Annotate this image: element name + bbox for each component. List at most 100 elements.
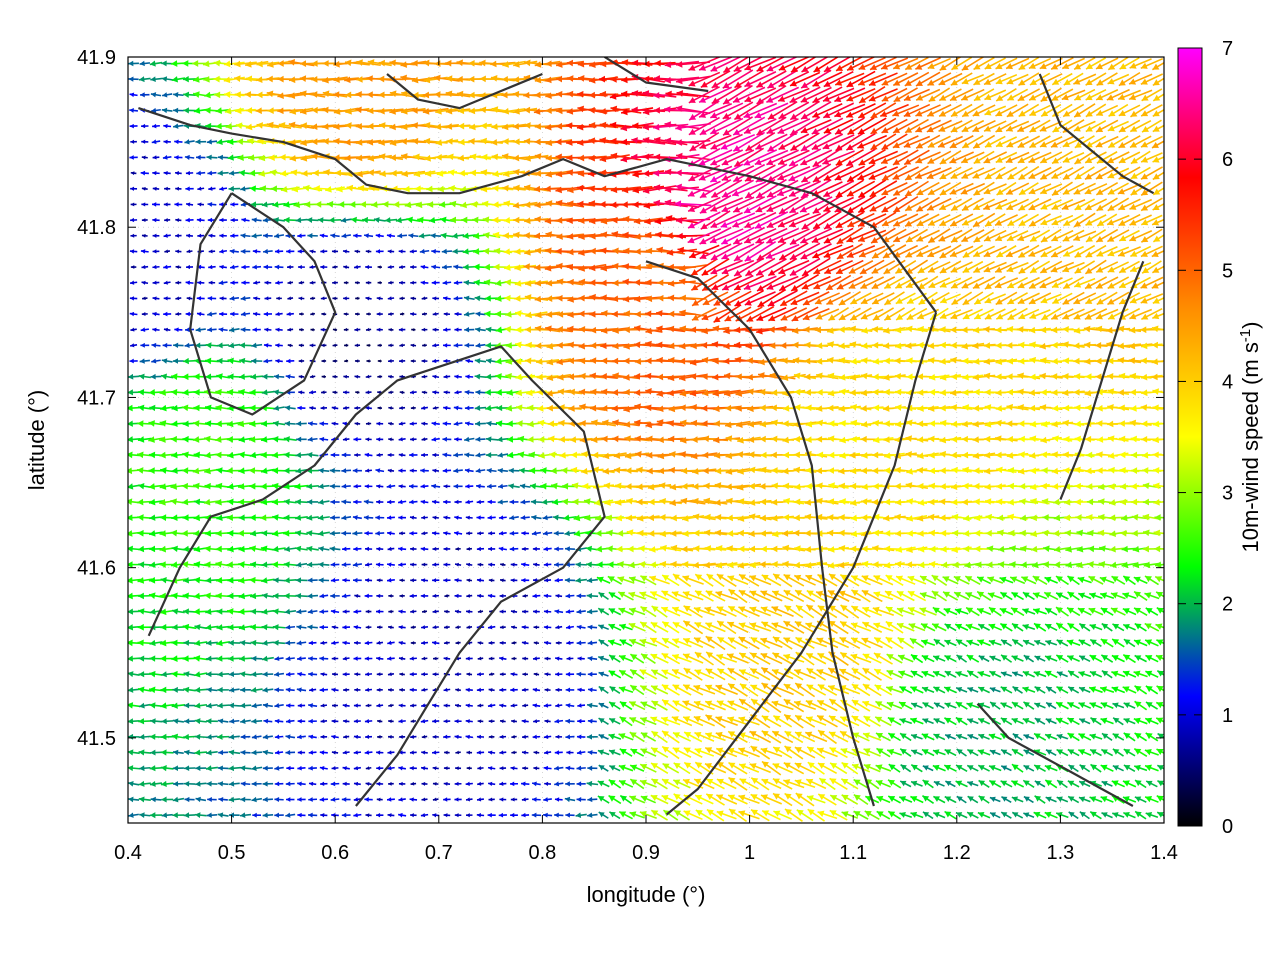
wind-arrow-head	[194, 639, 201, 647]
wind-arrow-head	[864, 811, 872, 817]
wind-arrow-head	[919, 591, 927, 599]
wind-arrow-head	[365, 609, 370, 614]
wind-arrow-head	[639, 591, 647, 598]
wind-arrow-head	[454, 813, 459, 818]
wind-arrow-head	[285, 687, 291, 693]
wind-arrow-head	[771, 606, 779, 613]
wind-arrow-head	[137, 529, 144, 537]
wind-arrow-head	[607, 561, 614, 568]
wind-arrow-head	[477, 656, 482, 661]
wind-arrow-head	[1011, 607, 1019, 614]
wind-arrow-head	[817, 747, 824, 754]
wind-arrow-head	[194, 624, 201, 631]
wind-arrow-head	[989, 655, 996, 662]
wind-arrow-head	[487, 625, 493, 630]
wind-arrow-head	[252, 812, 257, 818]
wind-arrow-head	[1045, 624, 1052, 630]
wind-arrow-head	[1111, 686, 1119, 693]
wind-arrow-head	[331, 750, 336, 755]
wind-arrow-head	[944, 639, 951, 646]
wind-arrow-head	[587, 640, 593, 646]
wind-arrow-head	[628, 561, 635, 569]
wind-arrow-head	[989, 687, 996, 693]
wind-arrow-head	[206, 734, 212, 740]
wind-arrow-head	[806, 778, 814, 785]
wind-arrow-head	[728, 731, 736, 738]
wind-arrow-head	[921, 623, 928, 630]
wind-arrow-head	[739, 763, 747, 770]
wind-arrow-head	[922, 811, 930, 818]
wind-arrow-head	[1123, 623, 1130, 630]
wind-arrow-head	[954, 608, 962, 615]
wind-arrow-head	[617, 560, 624, 568]
wind-arrow-head	[974, 529, 981, 537]
wind-arrow-head	[297, 781, 302, 787]
wind-arrow-head	[851, 637, 859, 644]
wind-arrow-head	[376, 593, 381, 599]
wind-arrow-head	[1144, 592, 1152, 599]
wind-arrow-head	[816, 637, 824, 644]
wind-arrow-head	[138, 749, 145, 756]
wind-arrow-head	[956, 749, 963, 755]
wind-arrow-head	[410, 578, 414, 583]
wind-arrow-head	[466, 766, 471, 771]
wind-arrow-head	[661, 590, 669, 597]
wind-arrow-head	[1134, 748, 1142, 755]
wind-arrow-head	[1034, 733, 1041, 740]
wind-arrow-head	[951, 529, 959, 537]
wind-arrow-head	[639, 669, 647, 676]
wind-arrow-head	[521, 546, 526, 552]
wind-arrow-head	[616, 545, 623, 553]
wind-arrow-head	[1089, 796, 1097, 803]
wind-arrow-head	[477, 719, 482, 724]
wind-arrow-head	[716, 778, 724, 785]
wind-arrow-head	[274, 765, 280, 771]
wind-arrow-head	[555, 593, 560, 599]
wind-arrow-head	[420, 812, 426, 818]
wind-arrow-head	[295, 545, 302, 552]
wind-arrow-head	[318, 577, 324, 583]
wind-arrow-head	[933, 639, 941, 646]
wind-arrow-head	[876, 748, 884, 755]
wind-arrow-head	[138, 780, 145, 787]
wind-arrow-head	[706, 574, 714, 581]
wind-arrow-head	[488, 781, 493, 787]
wind-arrow-head	[944, 764, 952, 771]
wind-arrow-head	[772, 763, 780, 770]
wind-arrow-head	[330, 593, 335, 599]
wind-arrow-head	[1034, 765, 1041, 771]
wind-arrow-head	[705, 684, 713, 691]
wind-arrow-head	[398, 515, 403, 520]
wind-arrow-head	[509, 515, 515, 521]
wind-arrow-head	[922, 765, 929, 771]
wind-arrow-head	[629, 717, 637, 724]
wind-arrow-head	[761, 574, 769, 581]
wind-arrow-head	[955, 623, 963, 630]
wind-arrow-head	[477, 766, 482, 771]
wind-arrow-head	[629, 638, 637, 646]
wind-arrow-head	[262, 749, 269, 756]
wind-arrow-head	[499, 625, 504, 630]
wind-arrow-head	[364, 797, 369, 802]
wind-arrow-head	[353, 546, 358, 552]
wind-arrow-head	[760, 653, 768, 660]
wind-arrow-head	[455, 562, 459, 567]
wind-arrow-head	[794, 621, 802, 628]
wind-arrow-head	[905, 561, 913, 568]
wind-arrow-head	[387, 813, 392, 818]
wind-arrow-head	[683, 605, 691, 612]
wind-arrow-head	[421, 640, 426, 645]
wind-arrow-head	[1056, 623, 1064, 630]
wind-arrow-head	[918, 561, 925, 569]
wind-arrow-head	[1056, 607, 1063, 614]
wind-arrow-head	[149, 530, 156, 537]
wind-arrow-head	[487, 515, 493, 520]
wind-arrow-head	[1020, 561, 1027, 569]
wind-arrow-head	[319, 624, 324, 630]
wind-arrow-head	[1122, 686, 1130, 693]
wind-arrow-head	[682, 700, 690, 707]
wind-arrow-head	[409, 797, 414, 802]
wind-arrow-head	[728, 637, 736, 644]
wind-arrow-head	[1034, 686, 1041, 693]
wind-arrow-head	[1132, 545, 1140, 553]
